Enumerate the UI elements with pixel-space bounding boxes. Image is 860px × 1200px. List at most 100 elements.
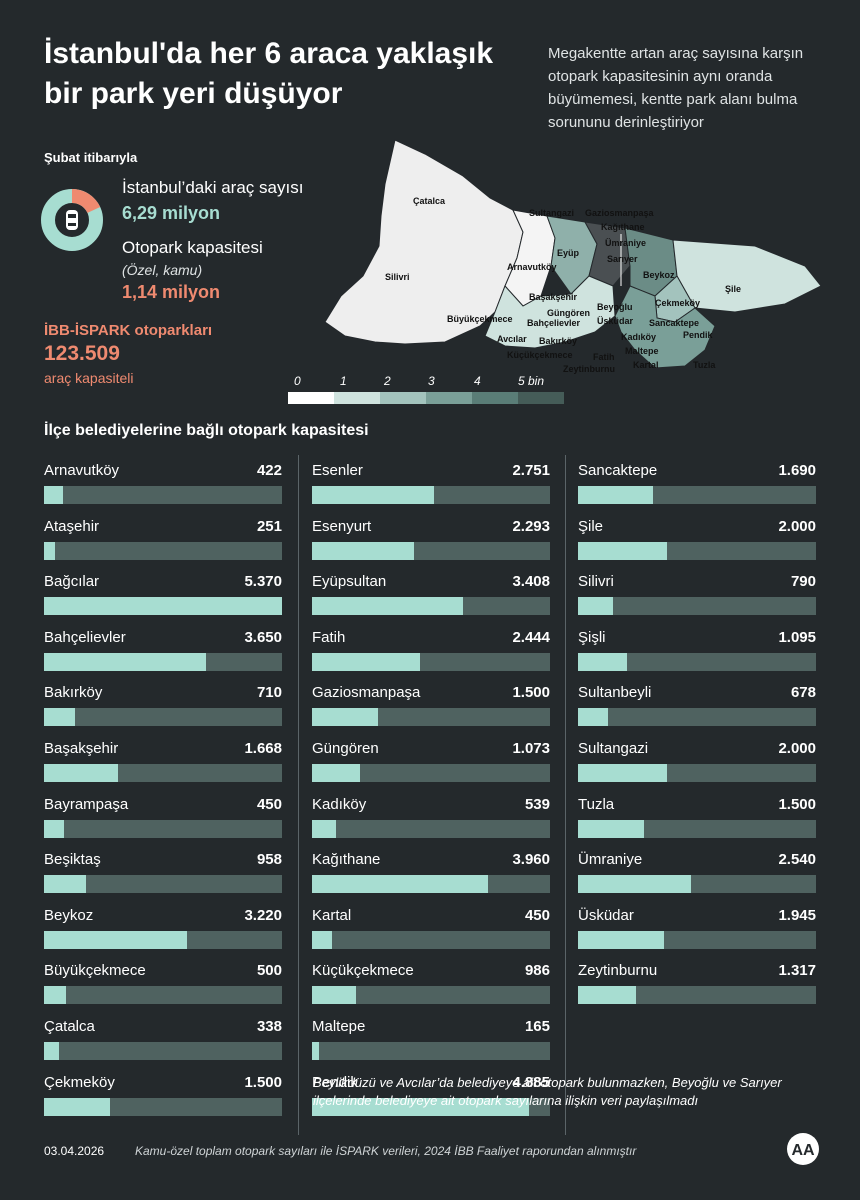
bar [312,486,434,504]
bar-category-label: Kartal [312,906,352,924]
map-label-sile: Şile [725,284,741,294]
bar-category-label: Pendik [312,1073,358,1091]
bar-value-label: 338 [256,1018,282,1035]
bar-value-label: 1.073 [512,740,550,757]
bar-category-label: Sultangazi [578,740,649,757]
bar-track [312,1097,550,1116]
bar-row: Güngören 1.073 [312,740,550,796]
bar-category-label: Çekmeköy [44,1073,115,1091]
bar-track [578,652,816,671]
bar [578,597,613,616]
bar [44,652,206,671]
bar-category-label: Esenyurt [312,517,372,535]
bar-track [578,486,816,504]
legend-tick: 4 [474,374,481,388]
intro-text: Megakentte artan araç sayısına karşın ot… [548,45,804,131]
bar-track [578,708,816,727]
bar [578,541,667,560]
footer-source: Kamu-özel toplam otopark sayıları ile İS… [135,1144,637,1158]
bar-value-label: 3.220 [244,906,282,924]
bar-track [44,652,282,671]
legend-swatch [334,392,380,404]
bar-row: Büyükçekmece 500 [44,962,282,1018]
bar-category-label: Arnavutköy [44,462,120,479]
bar-row: Kağıthane 3.960 [312,851,550,907]
bar-value-label: 1.095 [778,628,816,646]
parking-value: 1,14 milyon [122,282,221,302]
bar [312,652,421,671]
bar-value-label: 2.000 [778,740,816,757]
bar-track [44,541,282,560]
bar-row: Tuzla 1.500 [578,796,816,852]
legend-swatch [426,392,472,404]
bar-track [578,986,816,1005]
bar-value-label: 539 [524,795,550,813]
bar-track [44,819,282,838]
bar [44,819,64,838]
bar-value-label: 3.408 [512,573,550,591]
bar-category-label: Sancaktepe [578,462,658,479]
bar [44,486,63,504]
bar-category-label: Ataşehir [44,517,100,535]
bar-track [578,764,816,782]
bar-row: Sancaktepe 1.690 [578,462,816,518]
bar-category-label: Büyükçekmece [44,962,146,980]
bar [312,1042,320,1060]
map-region-european-south [484,275,616,349]
bar [44,1097,111,1116]
bar-value-label: 2.000 [778,517,816,535]
bar-row: Bakırköy 710 [44,684,282,740]
map-label-buyukcekmece: Büyükçekmece [447,314,513,324]
legend-swatch [472,392,518,404]
bar-value-label: 4.885 [512,1073,550,1091]
bar-track [312,819,550,838]
bar [312,1097,529,1116]
bar-row: Çekmeköy 1.500 [44,1074,282,1130]
map-label-gaziosmanpasa: Gaziosmanpaşa [585,208,655,218]
legend-swatch [380,392,426,404]
map-label-zeytinburnu: Zeytinburnu [563,364,615,374]
map-label-bahcelievler: Bahçelievler [527,318,581,328]
legend-tick: 0 [294,374,301,388]
bar-category-label: Beykoz [44,906,94,924]
bar-value-label: 3.960 [512,851,550,869]
bar-row: Bahçelievler 3.650 [44,629,282,685]
bar-track [44,708,282,727]
bar-category-label: Küçükçekmece [312,962,414,980]
map-label-catalca: Çatalca [413,196,446,206]
map-label-beyoglu: Beyoğlu [597,302,633,312]
bar [312,930,332,949]
bar-value-label: 710 [256,684,282,702]
column-divider [298,455,299,1135]
map-label-kucukcekmece: Küçükçekmece [507,350,573,360]
bar-category-label: Zeytinburnu [578,962,658,980]
bar-category-label: Silivri [578,573,614,591]
donut-chart [41,189,103,251]
map-label-tuzla: Tuzla [693,360,716,370]
legend-swatch [518,392,564,404]
bar-row: Şişli 1.095 [578,629,816,685]
bar-category-label: Kadıköy [312,795,367,813]
chart-title: İlçe belediyelerine bağlı otopark kapasi… [44,422,369,439]
bar-row: Ümraniye 2.540 [578,851,816,907]
bar-track [578,541,816,560]
as-of-label: Şubat itibarıyla [44,150,138,165]
bar [578,819,645,838]
map-label-fatih: Fatih [593,352,615,362]
parking-label: Otopark kapasitesi [122,238,263,257]
bar [578,708,609,727]
aa-logo-icon: AA [787,1133,819,1165]
bar-value-label: 2.444 [512,628,550,646]
bar-value-label: 2.751 [512,462,550,479]
bar-value-label: 958 [256,851,282,869]
bar-value-label: 450 [524,906,550,924]
bar [44,708,76,727]
map-label-beykoz: Beykoz [643,270,675,280]
bar-category-label: Bayrampaşa [44,795,129,813]
map-region-catalca [324,139,524,345]
bar-value-label: 678 [790,684,816,702]
bar-value-label: 1.690 [778,462,816,479]
donut-parking-arc [41,189,103,251]
bar-track [44,1097,282,1116]
bar-track [312,930,550,949]
